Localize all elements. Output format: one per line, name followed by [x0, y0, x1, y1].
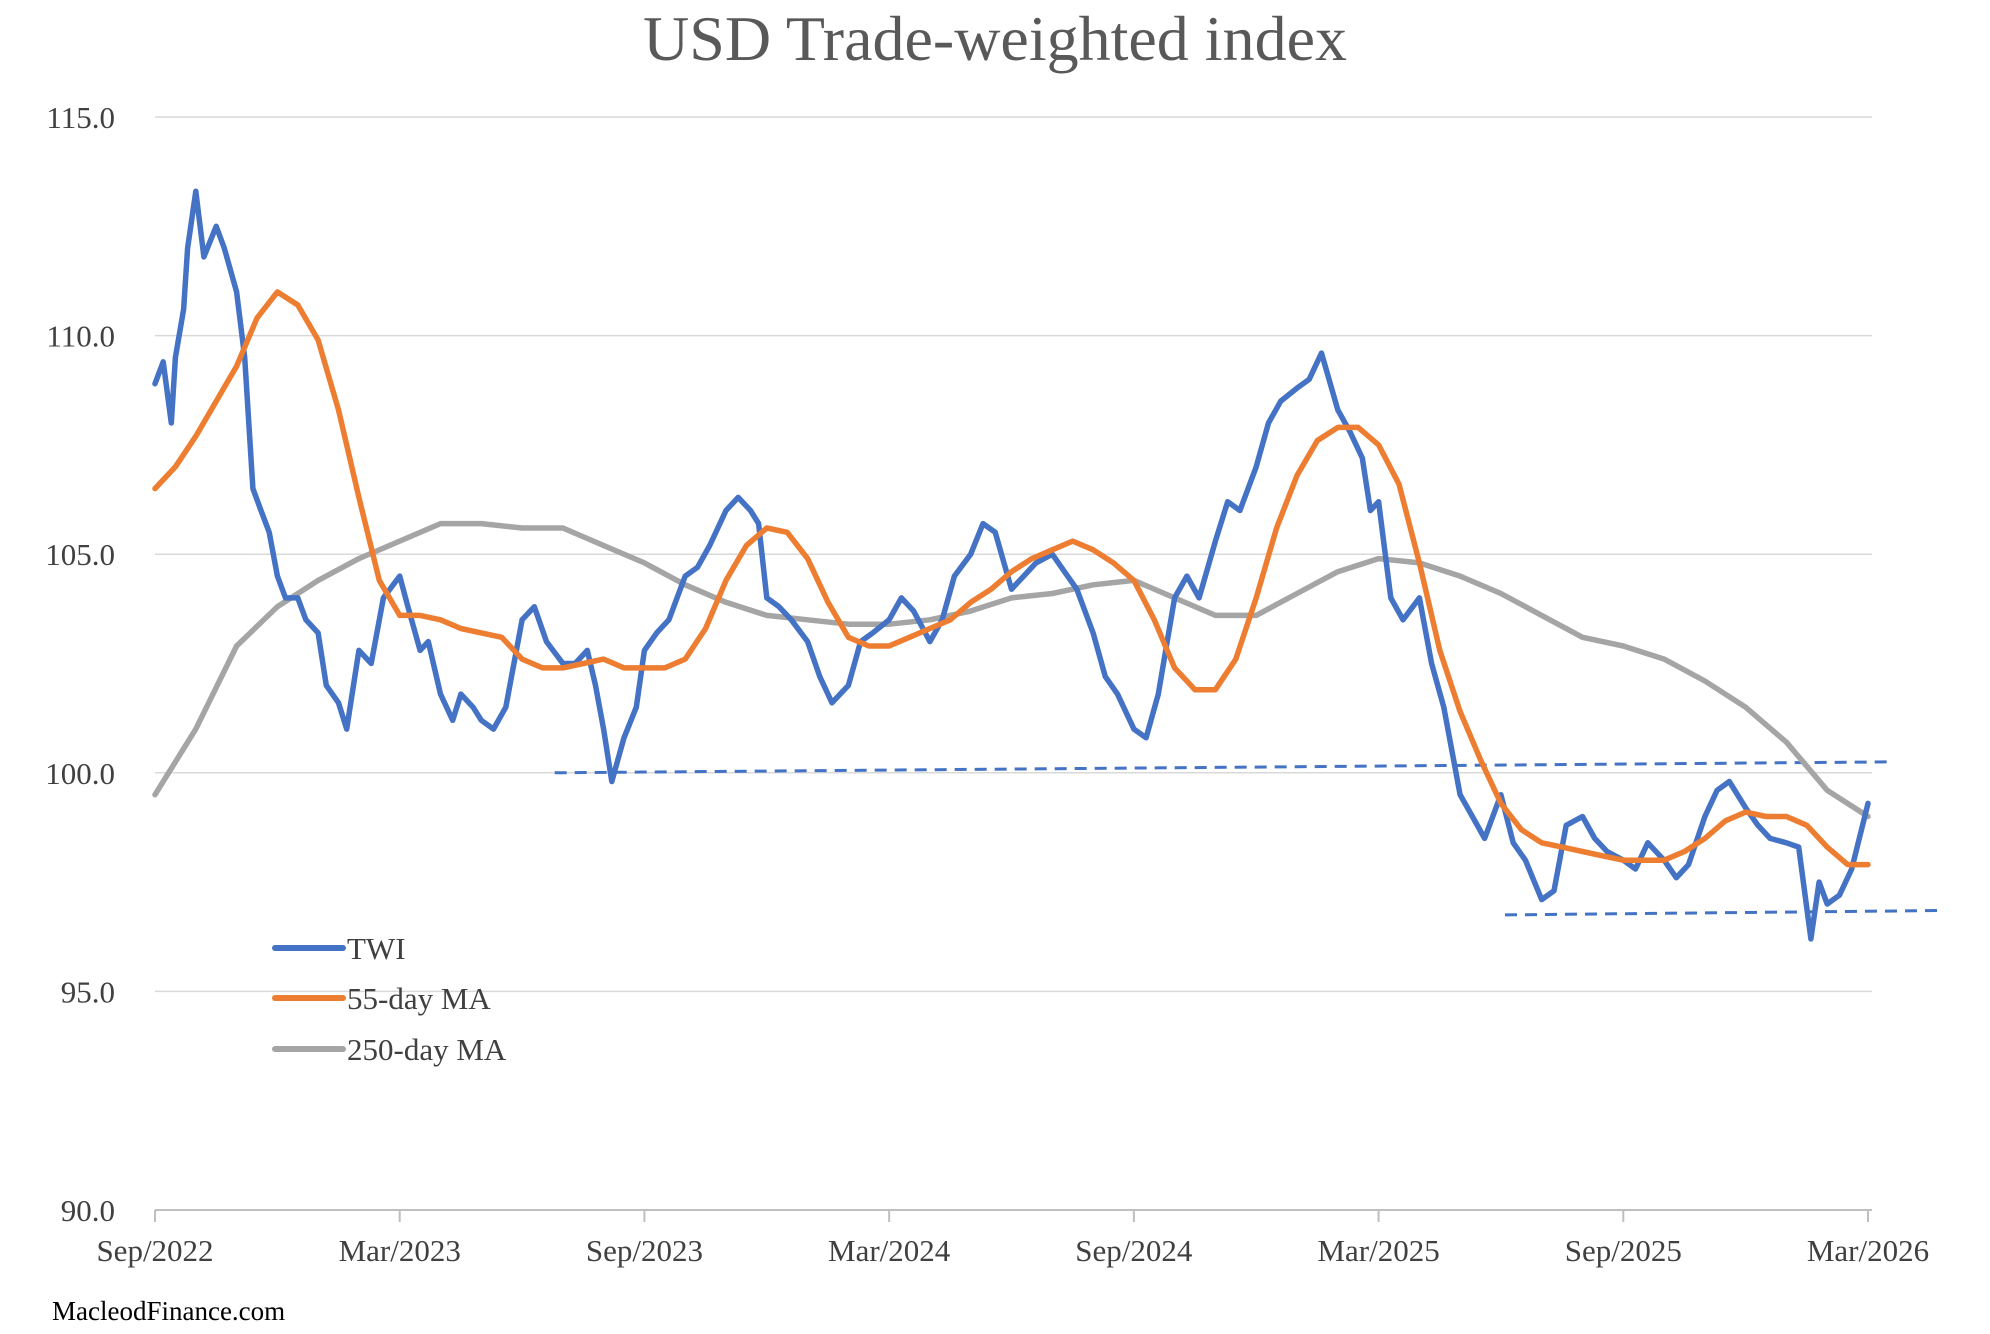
series-line-250-day-ma: [152, 520, 1871, 820]
source-credit: MacleodFinance.com: [52, 1296, 285, 1326]
y-axis-ticks: 90.0 95.0 100.0 105.0 110.0 115.0: [45, 100, 115, 1228]
x-tick-label: Sep/2024: [1075, 1233, 1193, 1268]
y-tick-label: 95.0: [61, 974, 115, 1009]
y-tick-label: 110.0: [46, 319, 115, 354]
x-tick-label: Mar/2026: [1807, 1233, 1929, 1268]
x-tick-label: Sep/2023: [586, 1233, 703, 1268]
chart-title: USD Trade-weighted index: [643, 3, 1347, 74]
legend-label-twi: TWI: [347, 931, 406, 966]
gridlines: [155, 116, 1872, 1211]
legend-label-250-day-ma: 250-day MA: [347, 1032, 507, 1067]
x-tick-label: Sep/2022: [96, 1233, 213, 1268]
x-axis-ticks: Sep/2022 Mar/2023 Sep/2023 Mar/2024 Sep/2024…: [96, 1210, 1929, 1268]
series-line-twi: [152, 188, 1871, 942]
lower-trendline: [1504, 909, 1942, 917]
x-tick-label: Sep/2025: [1565, 1233, 1682, 1268]
y-tick-label: 105.0: [45, 537, 115, 572]
series-line-55-day-ma: [152, 289, 1871, 868]
legend: TWI 55-day MA 250-day MA: [272, 931, 507, 1067]
x-tick-label: Mar/2024: [828, 1233, 951, 1268]
legend-label-55-day-ma: 55-day MA: [347, 981, 491, 1016]
upper-trendline: [554, 760, 1893, 775]
y-tick-label: 115.0: [46, 100, 115, 135]
y-tick-label: 90.0: [61, 1193, 115, 1228]
x-tick-label: Mar/2023: [339, 1233, 461, 1268]
y-tick-label: 100.0: [45, 756, 115, 791]
x-tick-label: Mar/2025: [1317, 1233, 1439, 1268]
trendlines: [554, 760, 1942, 917]
series-lines: [152, 188, 1871, 942]
